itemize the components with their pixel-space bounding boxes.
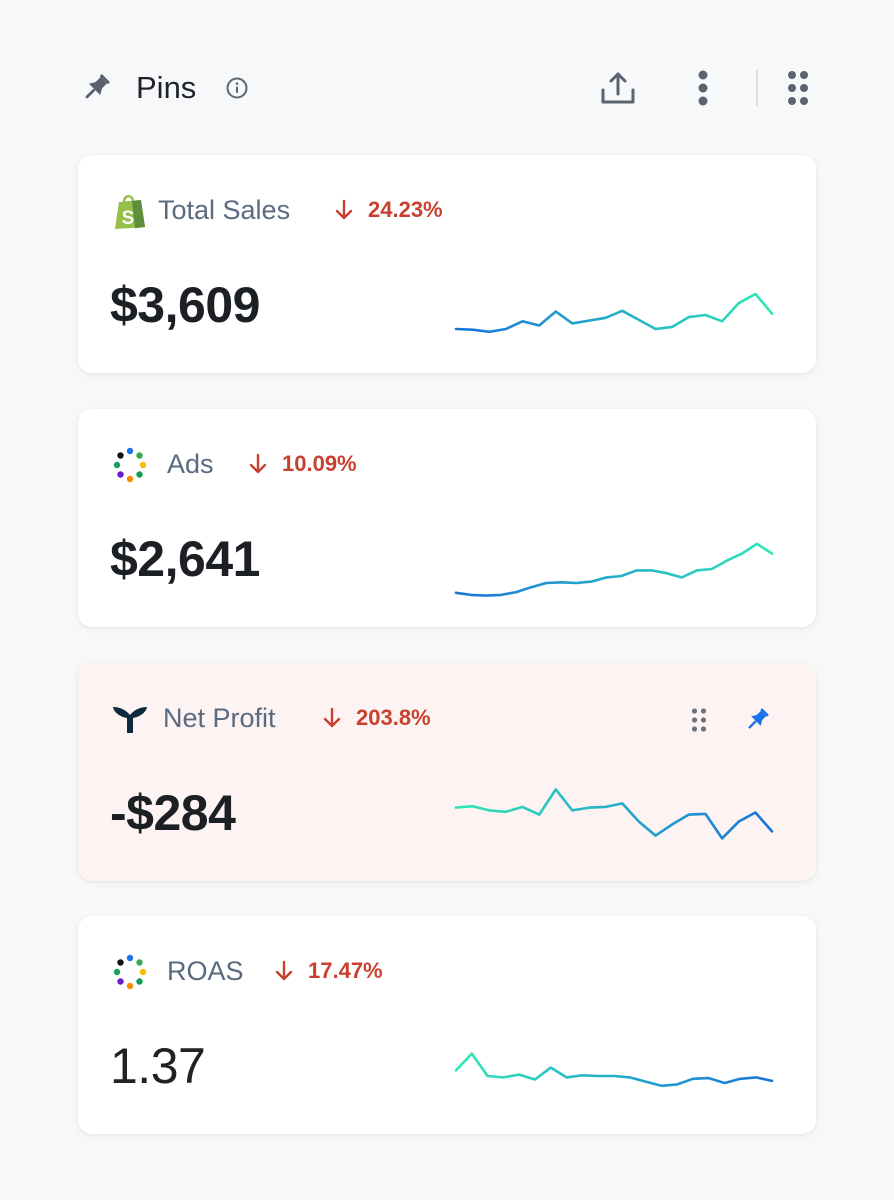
arrow-down-icon [323,707,341,728]
metric-card-ads[interactable]: Ads 10.09% $2,641 [78,409,816,627]
arrow-down-icon [249,453,267,474]
metric-value: $3,609 [110,277,260,333]
drag-grid-button[interactable] [778,68,818,108]
more-vertical-icon [698,70,708,106]
arrow-down-icon [335,199,353,220]
metric-name: Ads [167,449,214,479]
info-icon[interactable] [225,76,249,100]
sparkline-line [454,788,774,840]
sparkline-line [454,1052,774,1088]
change-value: 17.47% [308,958,383,983]
sparkline-chart [454,788,774,840]
ads-dots-icon [113,447,147,483]
triple-whale-icon [113,707,147,733]
change-indicator: 203.8% [320,701,431,735]
ads-dots-icon [113,954,147,990]
sparkline-line [454,542,774,597]
pin-filled-icon [748,708,769,729]
metric-card-roas[interactable]: ROAS 17.47% 1.37 [78,916,816,1134]
drag-grid-icon [788,71,808,105]
page-title: Pins [136,70,197,105]
shopify-icon: S [115,195,145,229]
sparkline-chart [454,1052,774,1088]
metric-value: -$284 [110,785,236,841]
metric-name: ROAS [167,956,244,986]
sparkline-chart [454,542,774,597]
pin-icon [85,74,110,99]
more-options-button[interactable] [683,68,723,108]
metric-card-total-sales[interactable]: S Total Sales 24.23% $3,609 [78,155,816,373]
header-divider [756,70,758,106]
change-indicator: 24.23% [332,193,443,227]
unpin-button[interactable] [742,705,772,735]
change-value: 24.23% [368,197,443,222]
metric-card-net-profit[interactable]: Net Profit 203.8% -$284 [78,663,816,881]
export-icon [601,72,635,104]
change-value: 203.8% [356,705,431,730]
change-indicator: 17.47% [272,954,383,988]
svg-text:S: S [122,208,135,229]
arrow-down-icon [275,960,293,981]
metric-name: Net Profit [163,703,276,733]
pins-header: Pins [78,60,818,118]
metric-value: $2,641 [110,531,260,587]
drag-handle-icon[interactable] [686,707,712,733]
metric-value: 1.37 [110,1038,206,1094]
metric-name: Total Sales [158,195,291,225]
sparkline-line [454,292,774,334]
change-value: 10.09% [282,451,357,476]
change-indicator: 10.09% [246,447,357,481]
sparkline-chart [454,292,774,334]
export-button[interactable] [598,68,638,108]
